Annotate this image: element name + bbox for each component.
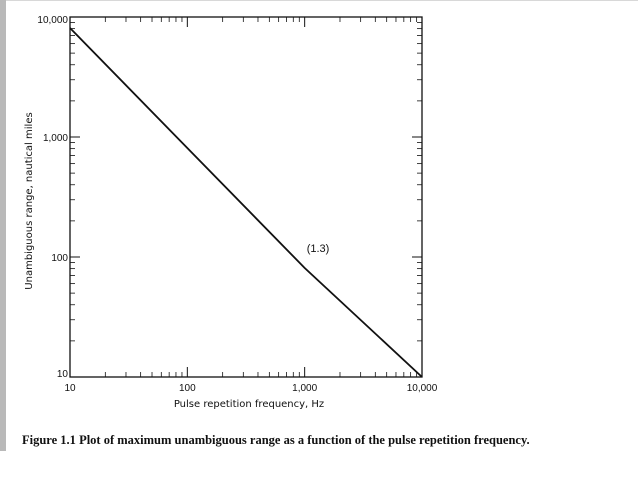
y-tick-label: 10 (57, 369, 69, 380)
y-axis-title: Unambiguous range, nautical miles (24, 112, 35, 289)
range-prf-line (69, 27, 423, 378)
figure-caption-label: Figure 1.1 (22, 433, 76, 447)
y-tick-label: 1,000 (43, 133, 68, 144)
x-tick-labels: 10 100 1,000 10,000 (64, 383, 437, 394)
major-ticks (69, 16, 423, 378)
y-tick-label: 100 (51, 253, 68, 264)
x-tick-label: 1,000 (292, 383, 317, 394)
range-vs-prf-chart: 10 100 1,000 10,000 10 100 1,000 10,000 Pulse … (24, 15, 438, 410)
plot-frame (69, 16, 423, 378)
top-rule (0, 0, 638, 1)
figure-caption: Figure 1.1 Plot of maximum unambiguous r… (22, 433, 632, 448)
equation-reference-annotation: (1.3) (307, 243, 330, 255)
x-axis-title: Pulse repetition frequency, Hz (174, 399, 324, 410)
x-tick-label: 100 (179, 383, 196, 394)
y-tick-labels: 10 100 1,000 10,000 (37, 15, 68, 380)
left-frame-strip (0, 0, 6, 451)
series-layer (69, 27, 423, 378)
y-tick-label: 10,000 (37, 15, 68, 26)
x-tick-label: 10 (64, 383, 76, 394)
minor-ticks (70, 17, 422, 377)
figure-caption-text: Plot of maximum unambiguous range as a f… (79, 433, 530, 447)
x-tick-label: 10,000 (407, 383, 438, 394)
